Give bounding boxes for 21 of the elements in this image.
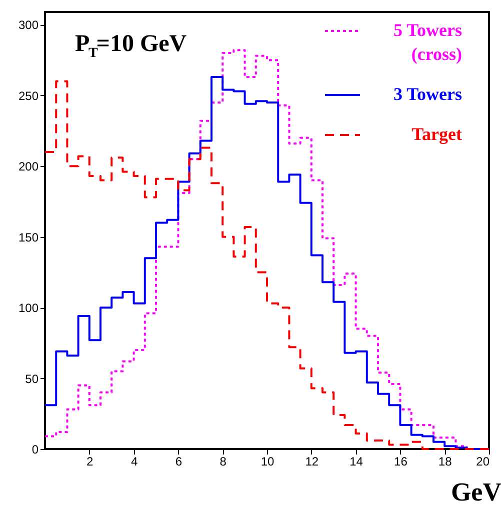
legend-label: 5 Towers (cross) bbox=[393, 20, 462, 64]
x-tick-label: 14 bbox=[350, 454, 364, 468]
x-tick-label: 16 bbox=[394, 454, 408, 468]
y-tick-label: 0 bbox=[32, 442, 39, 456]
y-tick-label: 50 bbox=[25, 372, 39, 386]
x-tick-label: 12 bbox=[305, 454, 319, 468]
x-tick-label: 8 bbox=[220, 454, 227, 468]
y-tick-label: 250 bbox=[18, 88, 39, 103]
text: Target bbox=[412, 124, 462, 144]
x-tick-label: 6 bbox=[175, 454, 182, 468]
legend-label: 3 Towers bbox=[393, 84, 462, 104]
x-axis-title: GeV bbox=[450, 478, 501, 506]
x-tick-label: 2 bbox=[86, 454, 94, 468]
y-tick-label: 100 bbox=[18, 301, 39, 316]
y-tick-label: 200 bbox=[18, 160, 39, 174]
y-tick-label: 300 bbox=[18, 18, 39, 32]
x-tick-label: 4 bbox=[130, 454, 138, 468]
x-tick-label: 20 bbox=[476, 454, 490, 468]
y-tick-label: 150 bbox=[18, 230, 39, 244]
x-tick-label: 10 bbox=[260, 454, 274, 468]
x-tick-label: 18 bbox=[438, 454, 452, 468]
